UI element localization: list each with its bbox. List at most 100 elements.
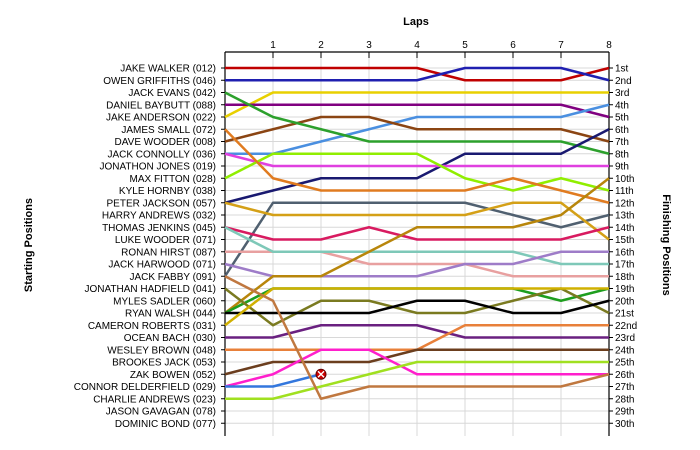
series-line-16	[224, 226, 609, 266]
driver-label: JONATHAN HADFIELD (041)	[84, 284, 216, 295]
lap-tick-label: 3	[366, 40, 372, 51]
finishing-position-label: 9th	[615, 162, 629, 173]
finishing-position-label: 20th	[615, 296, 634, 307]
finishing-position-label: 14th	[615, 223, 634, 234]
series-line-26	[224, 348, 609, 388]
lap-tick-label: 7	[558, 40, 564, 51]
finishing-position-label: 3rd	[615, 88, 629, 99]
driver-label: DAVE WOODER (008)	[115, 137, 217, 148]
series-line-14	[224, 226, 610, 241]
series-line-2	[225, 66, 610, 82]
driver-label: RONAN HIRST (087)	[121, 247, 216, 258]
finishing-position-label: 18th	[615, 272, 634, 283]
chart-title: Laps	[403, 16, 429, 28]
lap-tick-label: 8	[606, 40, 612, 51]
finishing-position-label: 12th	[615, 198, 634, 209]
finishing-position-label: 29th	[615, 407, 634, 418]
driver-label: JACK CONNOLLY (036)	[107, 149, 216, 160]
driver-label: ZAK BOWEN (052)	[130, 370, 216, 381]
driver-label: LUKE WOODER (071)	[115, 235, 216, 246]
driver-label: JACK HARWOOD (071)	[108, 260, 216, 271]
labels: JAKE WALKER (012)OWEN GRIFFITHS (046)JAC…	[74, 64, 638, 430]
finishing-position-label: 1st	[615, 64, 629, 75]
finishing-position-label: 15th	[615, 235, 634, 246]
series-line-18	[224, 177, 610, 314]
finishing-position-label: 10th	[615, 174, 634, 185]
series-line-21	[225, 299, 610, 315]
retired-cross	[317, 370, 325, 378]
series-lines	[223, 66, 610, 400]
series-line-1	[225, 66, 610, 82]
series-line-28	[225, 360, 609, 400]
lap-tick-label: 5	[462, 40, 468, 51]
finishing-position-label: 26th	[615, 370, 634, 381]
lap-tick-label: 2	[318, 40, 324, 51]
series-line-10	[224, 152, 610, 192]
axes: 1 2 3 4 5 6 7 8	[221, 40, 613, 436]
driver-label: CONNOR DELDERFIELD (029)	[74, 382, 216, 393]
y-axis-label-left: Starting Positions	[23, 198, 35, 292]
finishing-position-label: 27th	[615, 382, 634, 393]
driver-label: JASON GAVAGAN (078)	[106, 407, 216, 418]
finishing-position-label: 8th	[615, 149, 629, 160]
finishing-position-label: 30th	[615, 419, 634, 430]
driver-label: CHARLIE ANDREWS (023)	[93, 394, 216, 405]
series-line-29	[224, 275, 610, 400]
driver-label: HARRY ANDREWS (032)	[102, 211, 216, 222]
driver-label: OCEAN BACH (030)	[124, 333, 216, 344]
series-line-4	[225, 103, 610, 119]
series-line-27	[225, 373, 322, 388]
driver-label: JONATHON JONES (019)	[100, 162, 217, 173]
driver-label: PETER JACKSON (057)	[107, 198, 216, 209]
driver-label: MYLES SADLER (060)	[113, 296, 216, 307]
driver-label: JAKE ANDERSON (022)	[106, 113, 216, 124]
markers	[315, 368, 327, 380]
driver-label: THOMAS JENKINS (045)	[102, 223, 216, 234]
lap-tick-label: 6	[510, 40, 516, 51]
series-line-20	[224, 287, 610, 327]
driver-label: JACK EVANS (042)	[128, 88, 216, 99]
driver-label: JACK FABBY (091)	[129, 272, 216, 283]
finishing-position-label: 6th	[615, 125, 629, 136]
finishing-position-label: 23rd	[615, 333, 635, 344]
series-line-9	[224, 152, 609, 168]
lap-tick-label: 1	[270, 40, 276, 51]
series-line-3	[224, 91, 609, 119]
grid	[225, 52, 610, 436]
driver-label: OWEN GRIFFITHS (046)	[103, 76, 216, 87]
finishing-position-label: 11th	[615, 186, 634, 197]
driver-label: JAKE WALKER (012)	[120, 64, 216, 75]
series-line-22	[224, 287, 609, 327]
driver-label: CAMERON ROBERTS (031)	[88, 321, 216, 332]
driver-label: JAMES SMALL (072)	[121, 125, 216, 136]
driver-label: BROOKES JACK (053)	[112, 358, 216, 369]
finishing-position-label: 25th	[615, 358, 634, 369]
finishing-position-label: 16th	[615, 247, 634, 258]
finishing-position-label: 21st	[615, 309, 634, 320]
finishing-position-label: 2nd	[615, 76, 632, 87]
driver-label: MAX FITTON (028)	[130, 174, 217, 185]
finishing-position-label: 4th	[615, 100, 629, 111]
finishing-position-label: 28th	[615, 394, 634, 405]
series-line-11	[224, 128, 610, 204]
lap-tick-label: 4	[414, 40, 420, 51]
series-line-12	[223, 201, 610, 277]
driver-label: DOMINIC BOND (077)	[115, 419, 216, 430]
finishing-position-label: 19th	[615, 284, 634, 295]
driver-label: RYAN WALSH (044)	[125, 309, 216, 320]
finishing-position-label: 17th	[615, 260, 634, 271]
finishing-position-label: 5th	[615, 113, 629, 124]
finishing-position-label: 22nd	[615, 321, 637, 332]
driver-label: DANIEL BAYBUTT (088)	[106, 100, 216, 111]
finishing-position-label: 24th	[615, 345, 634, 356]
series-line-8	[224, 128, 610, 204]
finishing-position-label: 7th	[615, 137, 629, 148]
series-line-6	[224, 115, 610, 143]
series-line-25	[224, 348, 609, 376]
series-line-7	[224, 91, 610, 155]
driver-label: KYLE HORNBY (038)	[119, 186, 216, 197]
driver-label: WESLEY BROWN (048)	[107, 345, 216, 356]
y-axis-label-right: Finishing Positions	[660, 194, 672, 295]
series-line-13	[224, 201, 610, 241]
